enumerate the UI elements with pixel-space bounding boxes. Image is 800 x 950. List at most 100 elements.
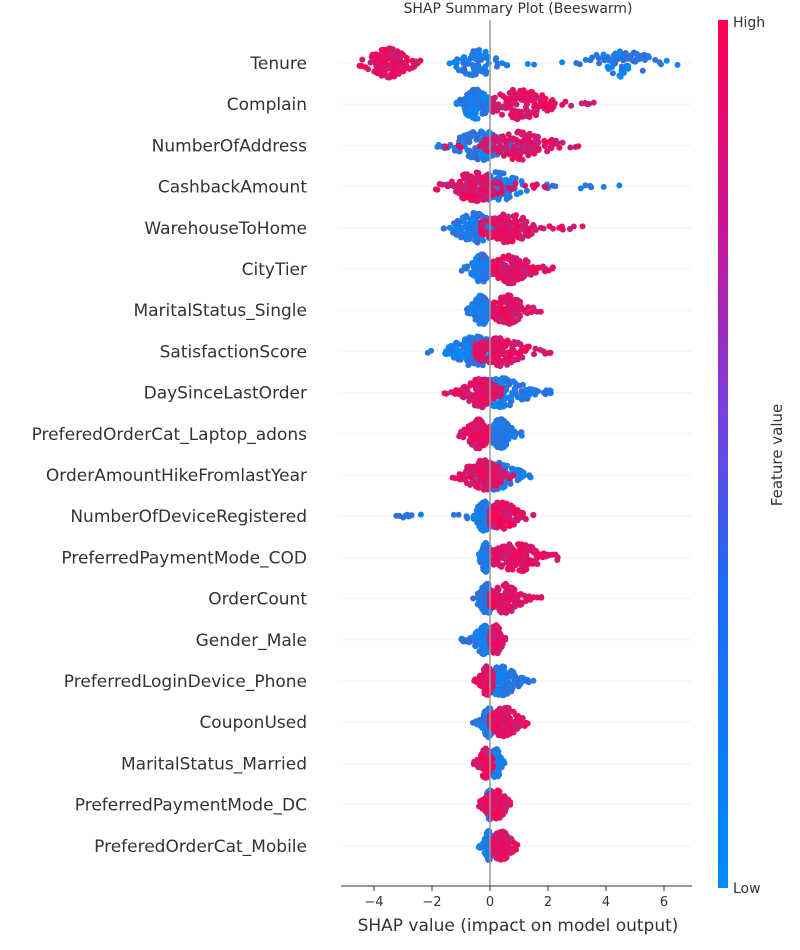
shap-point <box>479 110 486 117</box>
shap-point <box>505 422 511 428</box>
shap-point <box>522 96 529 103</box>
shap-point <box>476 309 483 316</box>
shap-point <box>441 390 448 397</box>
shap-point <box>493 722 500 729</box>
shap-point <box>493 473 500 480</box>
shap-point <box>466 89 473 96</box>
shap-point <box>500 692 507 699</box>
shap-point <box>528 309 535 316</box>
shap-point <box>483 686 490 693</box>
shap-point <box>496 635 503 642</box>
shap-point <box>499 268 505 274</box>
shap-point <box>495 275 502 282</box>
shap-point <box>463 223 470 229</box>
shap-point <box>484 479 491 486</box>
shap-point <box>506 238 512 245</box>
shap-point <box>575 143 582 150</box>
shap-point <box>624 63 631 70</box>
shap-point <box>496 299 503 306</box>
shap-point <box>522 542 529 549</box>
shap-point <box>509 156 516 162</box>
shap-point <box>499 509 506 516</box>
shap-point <box>466 397 473 404</box>
shap-point <box>515 713 522 720</box>
shap-point <box>515 339 521 346</box>
shap-point <box>479 251 486 258</box>
shap-point <box>451 353 458 360</box>
shap-point <box>398 50 405 57</box>
shap-point <box>577 185 584 192</box>
shap-point <box>372 68 378 75</box>
shap-point <box>642 57 648 63</box>
shap-point <box>495 769 502 776</box>
feature-label: CityTier <box>242 260 307 280</box>
shap-point <box>467 197 474 203</box>
shap-point <box>474 298 481 305</box>
shap-point <box>568 102 575 109</box>
shap-point <box>469 132 476 139</box>
shap-point <box>515 128 522 135</box>
feature-label: SatisfactionScore <box>160 342 307 362</box>
shap-point <box>474 719 480 726</box>
shap-point <box>593 51 600 58</box>
feature-label: Complain <box>227 95 307 115</box>
shap-point <box>396 512 403 519</box>
shap-point <box>551 141 558 147</box>
shap-point <box>529 386 536 393</box>
shap-point <box>479 221 486 228</box>
shap-point <box>479 261 485 268</box>
shap-point <box>512 318 519 325</box>
shap-point <box>582 182 589 189</box>
shap-point <box>478 56 485 63</box>
row-gridlines <box>341 62 692 847</box>
shap-point <box>500 103 507 110</box>
shap-point <box>457 96 464 103</box>
shap-point <box>447 182 454 189</box>
shap-point <box>490 649 497 656</box>
shap-point <box>511 434 518 440</box>
shap-point <box>476 143 483 150</box>
shap-point <box>496 726 503 733</box>
feature-row-points <box>393 498 537 534</box>
shap-point <box>513 265 520 272</box>
shap-point <box>600 51 607 58</box>
shap-point <box>459 67 465 74</box>
shap-point <box>633 50 640 57</box>
shap-point <box>519 261 526 268</box>
shap-point <box>494 712 500 719</box>
shap-point <box>481 144 488 151</box>
shap-point <box>488 723 494 729</box>
shap-point <box>490 392 497 399</box>
shap-point <box>492 178 499 185</box>
shap-point <box>476 316 483 323</box>
shap-point <box>462 475 469 482</box>
shap-point <box>472 152 479 159</box>
feature-row-points <box>458 251 556 287</box>
shap-point <box>449 474 456 481</box>
shap-point <box>495 195 502 202</box>
shap-point <box>474 266 481 273</box>
shap-point <box>473 392 480 399</box>
shap-point <box>559 59 566 66</box>
shap-point <box>478 66 485 73</box>
shap-point <box>512 216 519 223</box>
shap-point <box>509 566 516 573</box>
shap-point <box>455 349 462 356</box>
shap-point <box>460 353 467 360</box>
shap-point <box>513 232 520 239</box>
shap-point <box>547 349 554 356</box>
feature-row-points <box>475 539 561 575</box>
shap-point <box>578 100 585 107</box>
shap-point <box>546 138 553 145</box>
shap-point <box>532 391 539 398</box>
feature-label: Tenure <box>249 54 307 74</box>
shap-point <box>514 725 521 732</box>
shap-point <box>559 139 566 146</box>
shap-point <box>483 105 490 112</box>
feature-row-points <box>456 416 525 452</box>
shap-point <box>506 591 513 598</box>
shap-point <box>475 94 482 101</box>
shap-point <box>477 634 484 641</box>
shap-point <box>605 56 612 63</box>
feature-label: PreferedOrderCat_Laptop_adons <box>32 425 308 445</box>
